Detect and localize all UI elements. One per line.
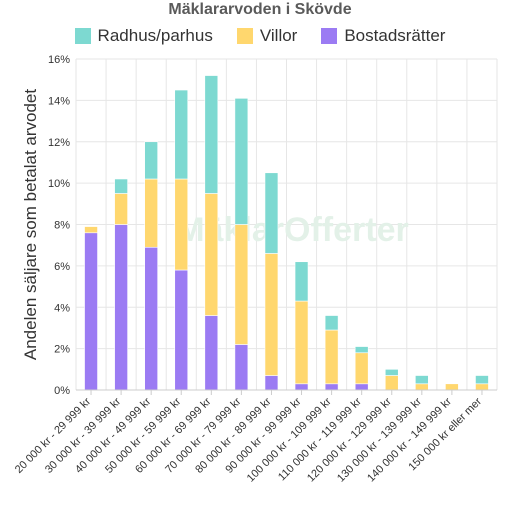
bar-segment[interactable] — [415, 375, 429, 385]
bar-segment[interactable] — [264, 253, 279, 376]
bar-segment[interactable] — [384, 369, 399, 376]
bar-segment[interactable] — [324, 383, 339, 391]
legend-item[interactable]: Bostadsrätter — [321, 26, 445, 46]
bar-segment[interactable] — [84, 232, 98, 391]
bar-segment[interactable] — [204, 315, 219, 391]
bar-segment[interactable] — [144, 141, 158, 180]
bar-segment[interactable] — [114, 193, 128, 225]
legend-label: Villor — [259, 26, 298, 45]
legend-item[interactable]: Radhus/parhus — [74, 26, 213, 46]
bar-segment[interactable] — [354, 346, 369, 354]
bar-segment[interactable] — [294, 300, 309, 385]
legend: Radhus/parhus Villor Bostadsrätter — [0, 26, 520, 46]
bar-segment[interactable] — [234, 98, 249, 225]
legend-label: Radhus/parhus — [97, 26, 213, 45]
bar-segment[interactable] — [204, 193, 219, 316]
y-tick-label: 6% — [54, 261, 70, 273]
bar-segment[interactable] — [475, 375, 489, 385]
bar-segment[interactable] — [84, 226, 98, 234]
bar-segment[interactable] — [415, 383, 429, 391]
bar-segment[interactable] — [384, 375, 399, 391]
bar-segment[interactable] — [144, 178, 158, 248]
y-tick-label: 16% — [48, 54, 70, 66]
bar-segment[interactable] — [475, 383, 489, 391]
bar-segment[interactable] — [294, 383, 309, 391]
y-tick-label: 2% — [54, 344, 70, 356]
bar-segment[interactable] — [144, 246, 158, 391]
y-tick-label: 14% — [48, 95, 70, 107]
y-tick-label: 0% — [54, 385, 70, 397]
bar-segment[interactable] — [114, 178, 128, 194]
bar-segment[interactable] — [204, 75, 219, 194]
legend-swatch — [74, 28, 91, 44]
bar-segment[interactable] — [324, 329, 339, 385]
y-axis-title: Andelen säljare som betalat arvodet — [21, 89, 40, 360]
bar-segment[interactable] — [234, 224, 249, 345]
bar-segment[interactable] — [294, 261, 309, 302]
y-tick-label: 4% — [54, 302, 70, 314]
bar-segment[interactable] — [264, 375, 279, 391]
y-tick-label: 8% — [54, 220, 70, 232]
bar-segment[interactable] — [445, 383, 459, 391]
bar-segment[interactable] — [174, 89, 189, 180]
bar-segment[interactable] — [354, 383, 369, 391]
bar-segment[interactable] — [324, 315, 339, 331]
legend-swatch — [321, 28, 338, 44]
bar-segment[interactable] — [234, 344, 249, 391]
y-tick-label: 12% — [48, 137, 70, 149]
legend-label: Bostadsrätter — [344, 26, 446, 45]
legend-swatch — [236, 28, 253, 44]
bar-segment[interactable] — [174, 269, 189, 391]
bar-segment[interactable] — [174, 178, 189, 271]
bar-segment[interactable] — [264, 172, 279, 254]
y-tick-label: 10% — [48, 178, 70, 190]
bar-segment[interactable] — [354, 352, 369, 385]
legend-item[interactable]: Villor — [236, 26, 298, 46]
chart-title: Mäklararvoden i Skövde — [168, 1, 352, 18]
bar-segment[interactable] — [114, 224, 128, 391]
